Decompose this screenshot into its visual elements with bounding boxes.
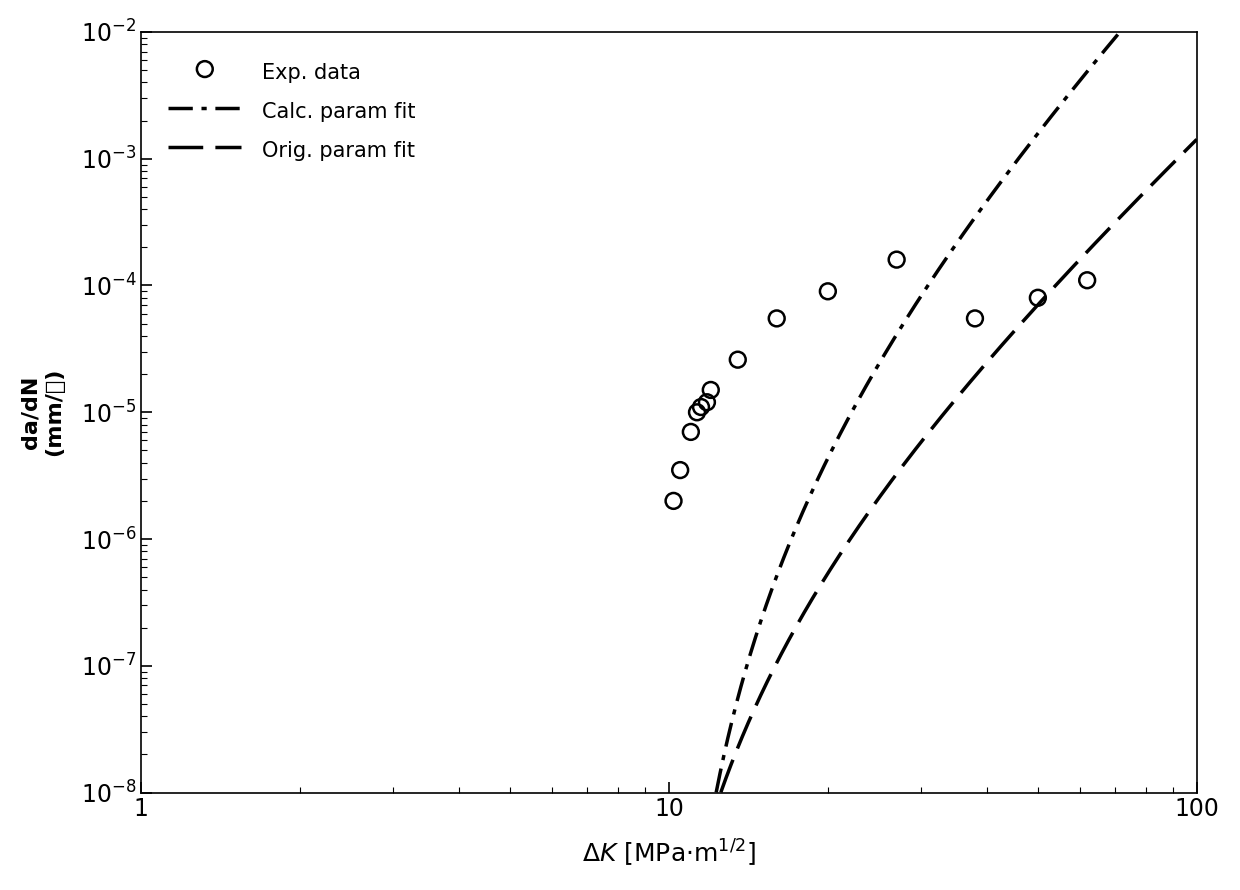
Point <box>1028 291 1048 305</box>
Point <box>965 312 985 326</box>
Point <box>691 400 711 414</box>
Point <box>663 494 683 508</box>
Legend: Exp. data, Calc. param fit, Orig. param fit: Exp. data, Calc. param fit, Orig. param … <box>151 43 433 179</box>
Point <box>701 383 720 397</box>
Point <box>818 284 838 298</box>
Point <box>687 405 707 419</box>
Point <box>887 253 906 267</box>
Point <box>766 312 786 326</box>
Point <box>681 425 701 439</box>
Point <box>697 395 717 409</box>
X-axis label: $\Delta K\ \mathrm{[MPa{\cdot}m^{1/2}]}$: $\Delta K\ \mathrm{[MPa{\cdot}m^{1/2}]}$ <box>582 838 756 870</box>
Point <box>728 352 748 367</box>
Point <box>671 463 691 477</box>
Point <box>1078 273 1097 287</box>
Y-axis label: da/dN
(mm/次): da/dN (mm/次) <box>21 368 64 457</box>
